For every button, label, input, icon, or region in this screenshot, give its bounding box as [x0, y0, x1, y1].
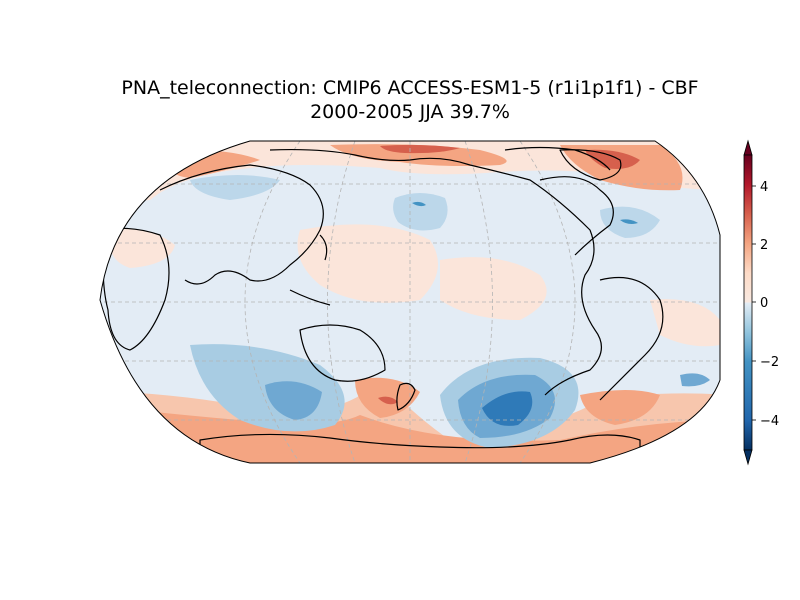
field-new-zealand-strong-positive [378, 396, 398, 405]
coast-antarctica [199, 433, 641, 463]
field-tropical-central-pacific-positive [440, 257, 547, 320]
field-north-pacific-core [412, 201, 426, 207]
gridline-lon-d [519, 141, 576, 463]
field-greenland-strong-positive [585, 149, 640, 169]
colorbar-tick-label-neg2: −2 [760, 355, 779, 370]
field-north-pacific-negative [393, 193, 448, 231]
field-south-indian-core [265, 381, 322, 420]
field-south-atlantic-positive [580, 390, 660, 425]
colorbar-tick-label-neg4: −4 [760, 414, 779, 429]
field-amundsen-negative-core [482, 391, 533, 426]
coast-south-america [599, 276, 664, 401]
colorbar-tick-label-4: 4 [760, 180, 768, 195]
coast-eurasia [159, 164, 324, 285]
field-siberia-negative [190, 175, 280, 200]
graticule [100, 141, 720, 463]
chart-title-line-1: PNA_teleconnection: CMIP6 ACCESS-ESM1-5 … [121, 77, 699, 99]
field-north-atlantic-core [620, 219, 638, 224]
coast-japan [319, 234, 328, 261]
chart-title-line-2: 2000-2005 JJA 39.7% [310, 101, 510, 123]
colorbar-extend-top [743, 139, 753, 156]
field-south-america-positive [650, 299, 720, 347]
colorbar-tick-label-0: 0 [760, 296, 768, 311]
map-field [100, 141, 720, 463]
gridline-lon-a [244, 141, 301, 463]
field-south-atlantic-negative [680, 373, 710, 387]
colorbar-ticks [752, 185, 756, 421]
colorbar-body [743, 154, 753, 451]
gridline-lon-c [464, 141, 493, 463]
colorbar-tick-label-2: 2 [760, 238, 768, 253]
coast-new-zealand [396, 382, 416, 411]
colorbar-extend-bottom [743, 449, 753, 466]
gridline-lon-b [327, 141, 356, 463]
field-tropical-west-pacific-positive [297, 224, 438, 303]
coast-australia [299, 324, 386, 382]
coast-americas-west [269, 148, 602, 396]
map-boundary [99, 140, 721, 464]
field-arctic-positive [330, 144, 507, 166]
coastlines [102, 146, 664, 463]
coast-indonesia [289, 289, 331, 306]
field-arctic-strong-positive [380, 144, 460, 154]
field-africa-positive [109, 229, 175, 268]
coast-africa [102, 227, 170, 351]
coast-greenland [559, 149, 622, 181]
colorbar: 4 2 0 −2 −4 [743, 139, 779, 466]
coast-north-america-east [539, 176, 614, 256]
